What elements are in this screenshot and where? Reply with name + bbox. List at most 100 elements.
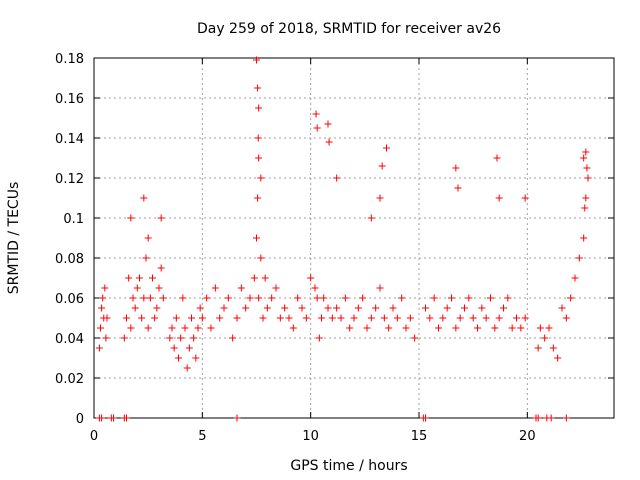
- x-tick-label: 20: [519, 429, 536, 444]
- data-point: [513, 314, 520, 322]
- data-point: [168, 324, 176, 332]
- data-point: [411, 334, 419, 342]
- data-point: [242, 304, 250, 312]
- data-point: [461, 304, 468, 312]
- data-point: [493, 154, 501, 162]
- data-point: [144, 324, 152, 332]
- y-tick-label: 0.14: [55, 132, 84, 147]
- data-point: [452, 164, 460, 172]
- data-point: [170, 344, 178, 352]
- data-point: [142, 254, 150, 262]
- data-point: [123, 414, 130, 422]
- data-point: [389, 304, 397, 312]
- data-point: [562, 414, 570, 422]
- data-point: [582, 194, 590, 202]
- data-point: [584, 174, 592, 182]
- data-point: [233, 414, 241, 422]
- data-point: [97, 324, 104, 332]
- data-point: [422, 304, 429, 312]
- data-point: [190, 334, 198, 342]
- data-point: [581, 204, 589, 212]
- y-tick-label: 0.18: [55, 52, 84, 67]
- data-point: [237, 284, 245, 292]
- data-point: [172, 314, 180, 322]
- data-point: [333, 304, 341, 312]
- data-point: [328, 314, 336, 322]
- data-point: [487, 294, 494, 302]
- data-point: [185, 344, 193, 352]
- data-point: [253, 56, 260, 64]
- data-point: [198, 314, 206, 322]
- data-point: [554, 354, 562, 362]
- data-point: [324, 120, 332, 128]
- x-tick-label: 5: [198, 429, 206, 444]
- data-point: [192, 354, 200, 362]
- data-point: [98, 414, 106, 422]
- data-point: [350, 314, 358, 322]
- data-point: [580, 234, 588, 242]
- data-point: [289, 324, 297, 332]
- data-point: [337, 314, 345, 322]
- data-point: [367, 314, 375, 322]
- data-point: [562, 314, 570, 322]
- data-point: [129, 294, 137, 302]
- data-point: [125, 274, 133, 282]
- y-tick-label: 0.1: [63, 212, 84, 227]
- data-point: [183, 364, 191, 372]
- data-point: [220, 304, 228, 312]
- data-point: [131, 304, 139, 312]
- data-point: [541, 334, 549, 342]
- data-point: [101, 284, 109, 292]
- y-axis: 0 0.02 0.04 0.06 0.08 0.1 0.12 0.14 0.16 0.18: [55, 52, 614, 427]
- data-point: [378, 162, 386, 170]
- data-point: [257, 174, 265, 182]
- data-point: [272, 284, 280, 292]
- x-axis-label: GPS time / hours: [290, 458, 407, 474]
- data-point: [216, 314, 224, 322]
- data-point: [324, 304, 332, 312]
- data-point: [229, 334, 237, 342]
- data-point: [157, 214, 165, 222]
- data-point: [549, 344, 557, 352]
- data-point: [255, 154, 263, 162]
- data-point: [346, 324, 354, 332]
- data-point: [255, 104, 263, 112]
- data-point: [194, 324, 202, 332]
- data-point: [313, 124, 321, 132]
- data-point: [376, 194, 384, 202]
- data-point: [406, 314, 414, 322]
- data-point: [157, 264, 165, 272]
- data-point: [127, 214, 135, 222]
- data-point: [268, 294, 276, 302]
- data-point: [495, 314, 503, 322]
- data-point: [320, 294, 328, 302]
- data-point: [318, 314, 325, 322]
- data-point: [120, 334, 128, 342]
- chart-title: Day 259 of 2018, SRMTID for receiver av2…: [197, 21, 501, 37]
- data-point: [281, 304, 289, 312]
- data-point: [312, 110, 320, 118]
- data-point: [571, 274, 579, 282]
- data-point: [98, 304, 106, 312]
- data-point: [534, 414, 542, 422]
- data-point: [298, 304, 306, 312]
- data-point: [422, 414, 429, 422]
- x-axis: 0 5 10 15 20: [90, 58, 536, 444]
- data-point: [495, 194, 503, 202]
- data-point: [313, 294, 321, 302]
- data-point: [276, 314, 284, 322]
- data-point: [547, 414, 555, 422]
- data-point: [311, 284, 319, 292]
- data-point: [491, 324, 499, 332]
- data-point: [402, 324, 410, 332]
- data-point: [367, 214, 375, 222]
- data-point: [140, 294, 148, 302]
- data-point: [325, 138, 333, 146]
- data-point: [246, 294, 254, 302]
- data-point: [285, 314, 293, 322]
- data-point: [103, 314, 111, 322]
- data-point: [155, 284, 163, 292]
- data-point: [534, 344, 542, 352]
- data-point: [224, 294, 232, 302]
- data-point: [175, 354, 182, 362]
